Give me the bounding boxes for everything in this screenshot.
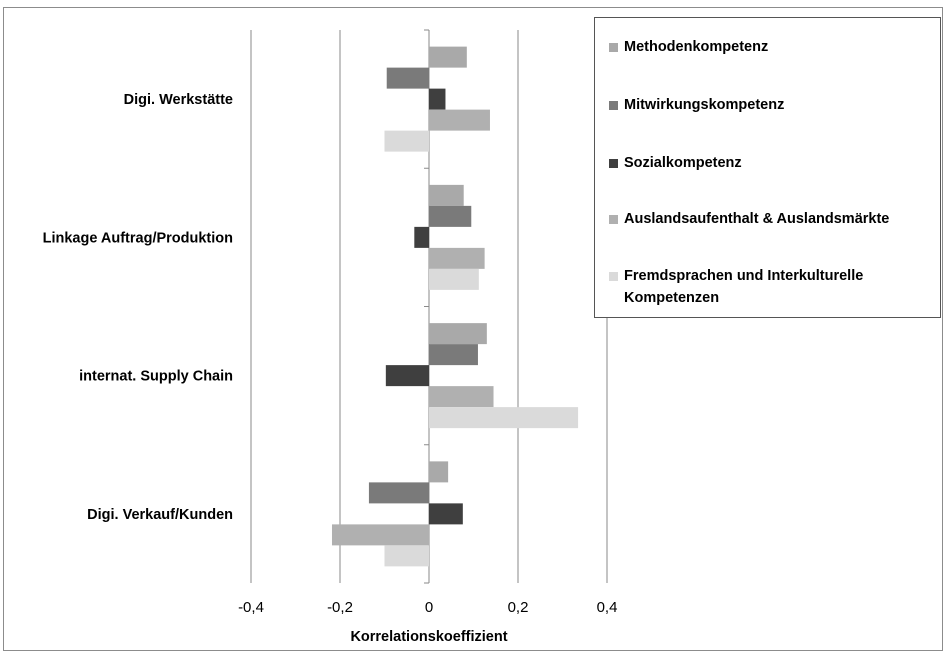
- x-tick-label-4: 0,4: [597, 599, 618, 616]
- legend-swatch-3: [609, 215, 618, 224]
- bar-1-3: [429, 247, 485, 269]
- legend-label-1: Mitwirkungskompetenz: [624, 97, 785, 113]
- bar-2-0: [429, 323, 487, 345]
- legend-swatch-4: [609, 272, 618, 281]
- bar-2-3: [429, 386, 494, 408]
- category-label-3: Digi. Verkauf/Kunden: [87, 507, 233, 523]
- legend-swatch-0: [609, 43, 618, 52]
- x-tick-label-0: -0,4: [238, 599, 264, 616]
- bar-2-1: [429, 344, 478, 366]
- bar-0-3: [429, 109, 490, 131]
- bar-0-2: [429, 88, 446, 110]
- bar-3-0: [429, 461, 449, 483]
- x-tick-label-2: 0: [425, 599, 433, 616]
- legend-label-0: Methodenkompetenz: [624, 39, 769, 55]
- bar-0-0: [429, 46, 467, 68]
- bar-0-1: [386, 67, 429, 89]
- x-axis-title: Korrelationskoeffizient: [350, 629, 507, 645]
- bar-2-2: [385, 365, 429, 387]
- legend-swatch-1: [609, 101, 618, 110]
- category-label-2: internat. Supply Chain: [79, 369, 233, 385]
- legend: Methodenkompetenz Mitwirkungskompetenz Soz…: [594, 17, 941, 318]
- category-label-1: Linkage Auftrag/Produktion: [43, 230, 233, 246]
- bar-1-2: [414, 226, 429, 248]
- bar-1-0: [429, 184, 464, 206]
- bar-3-3: [331, 524, 429, 546]
- legend-label-3: Auslandsaufenthalt & Auslandsmärkte: [624, 211, 890, 227]
- bar-3-2: [429, 503, 463, 525]
- legend-label-2: Sozialkompetenz: [624, 155, 742, 171]
- x-tick-label-1: -0,2: [327, 599, 353, 616]
- category-label-0: Digi. Werkstätte: [124, 92, 233, 108]
- bar-0-4: [384, 130, 429, 152]
- bar-1-1: [429, 205, 472, 227]
- bar-2-4: [429, 407, 579, 429]
- bar-1-4: [429, 268, 479, 290]
- bar-3-4: [384, 545, 429, 567]
- x-tick-label-3: 0,2: [508, 599, 529, 616]
- legend-swatch-2: [609, 159, 618, 168]
- bar-3-1: [368, 482, 429, 504]
- legend-label-4: Fremdsprachen und Interkulturelle Kompet…: [624, 268, 864, 306]
